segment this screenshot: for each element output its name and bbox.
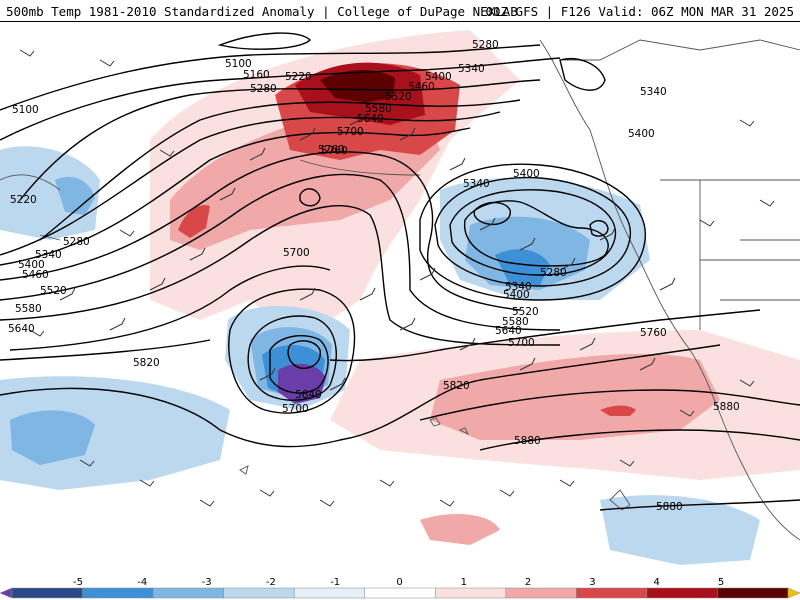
contour-label: 5340 [35, 249, 62, 261]
contour-label: 5640 [295, 389, 322, 401]
colorbar-swatch [646, 587, 718, 599]
warm-anomaly-region [420, 514, 500, 545]
colorbar-swatch [505, 587, 577, 599]
contour-label: 5400 [513, 168, 540, 180]
warm-anomaly-region [320, 69, 395, 102]
contour-label: 5220 [285, 71, 312, 83]
warm-anomaly-region [430, 353, 720, 440]
contour-label: 5340 [458, 63, 485, 75]
colorbar-swatch [293, 587, 365, 599]
contour-label: 5820 [443, 380, 470, 392]
contour-label: 5460 [408, 81, 435, 93]
warm-anomaly-region [178, 205, 210, 238]
contour-label: 5280 [63, 236, 90, 248]
contour-label: 5520 [40, 285, 67, 297]
colorbar-tick-label: 3 [589, 577, 595, 588]
contour-label: 5280 [540, 267, 567, 279]
cold-anomaly-region [600, 495, 760, 565]
colorbar-tick-label: -4 [137, 577, 147, 588]
contour-label: 5880 [514, 435, 541, 447]
contour-label: 5580 [502, 316, 529, 328]
contour-label: 5280 [472, 39, 499, 51]
contour-label: 5220 [10, 194, 37, 206]
height-contours [0, 32, 800, 511]
contour-label: 5520 [512, 306, 539, 318]
colorbar-tick-label: 2 [525, 577, 531, 588]
contour-label: 5520 [385, 91, 412, 103]
colorbar-tick-label: 4 [654, 577, 660, 588]
contour-label: 5880 [713, 401, 740, 413]
contour-label: 5640 [8, 323, 35, 335]
contour-label: 5700 [283, 247, 310, 259]
contour-label: 5340 [463, 178, 490, 190]
colorbar-tick-label: -1 [330, 577, 340, 588]
contour-label: 5400 [18, 259, 45, 271]
colorbar-tick-label: 5 [718, 577, 724, 588]
anomaly-colorbar: -5 -4 -3 -2 -1 0 1 2 3 4 5 [0, 575, 800, 600]
colorbar-tick-label: -5 [73, 577, 83, 588]
contour-label: 5400 [425, 71, 452, 83]
colorbar-tick-labels: -5 -4 -3 -2 -1 0 1 2 3 4 5 [73, 577, 724, 588]
contour-label: 5400 [628, 128, 655, 140]
contour-label: 5100 [12, 104, 39, 116]
colorbar-tick-label: -3 [202, 577, 212, 588]
colorbar-swatch [82, 587, 154, 599]
cold-anomaly-region [10, 410, 95, 465]
contour-label: 5820 [133, 357, 160, 369]
contour-label: 5340 [505, 281, 532, 293]
cold-anomaly-region [55, 176, 95, 215]
contour-label: 5880 [656, 501, 683, 513]
colorbar-swatch [364, 587, 436, 599]
cold-anomaly-region [495, 249, 550, 285]
colorbar-swatch [717, 587, 789, 599]
contour-label: 5340 [640, 86, 667, 98]
coastlines [0, 39, 800, 541]
contour-label: 5100 [225, 58, 252, 70]
contour-label: 5580 [15, 303, 42, 315]
contour-label: 5580 [365, 103, 392, 115]
colorbar-swatch [152, 587, 224, 599]
colorbar-swatch [576, 587, 648, 599]
colorbar-swatch [787, 587, 800, 599]
contour-label: 5700 [337, 126, 364, 138]
colorbar-tick-label: -2 [266, 577, 276, 588]
warm-anomaly-region [600, 405, 636, 416]
cold-anomaly-region [0, 146, 100, 240]
contour-label: 5460 [22, 269, 49, 281]
contour-label: 5700 [508, 337, 535, 349]
run-info: 00Z GFS | F126 Valid: 06Z MON MAR 31 202… [485, 4, 794, 19]
contour-label: 5700 [282, 403, 309, 415]
colorbar-swatch [11, 587, 83, 599]
colorbar-swatches [0, 587, 800, 599]
contour-label: 5640 [357, 113, 384, 125]
contour-label: 5160 [243, 69, 270, 81]
colorbar-swatch [435, 587, 507, 599]
cold-anomaly-region [278, 363, 326, 404]
contour-label: 5760 [321, 145, 348, 157]
colorbar-swatch [223, 587, 295, 599]
colorbar-swatch [0, 587, 13, 599]
map-title: 500mb Temp 1981-2010 Standardized Anomal… [6, 4, 518, 19]
contour-label: 5280 [250, 83, 277, 95]
contour-label: 5400 [503, 289, 530, 301]
contour-label: 5760 [318, 144, 345, 156]
contour-label: 5760 [640, 327, 667, 339]
colorbar-tick-label: 0 [396, 577, 402, 588]
map-header: 500mb Temp 1981-2010 Standardized Anomal… [0, 0, 800, 22]
wind-barbs [19, 49, 775, 507]
contour-label: 5640 [495, 325, 522, 337]
colorbar-tick-label: 1 [461, 577, 467, 588]
